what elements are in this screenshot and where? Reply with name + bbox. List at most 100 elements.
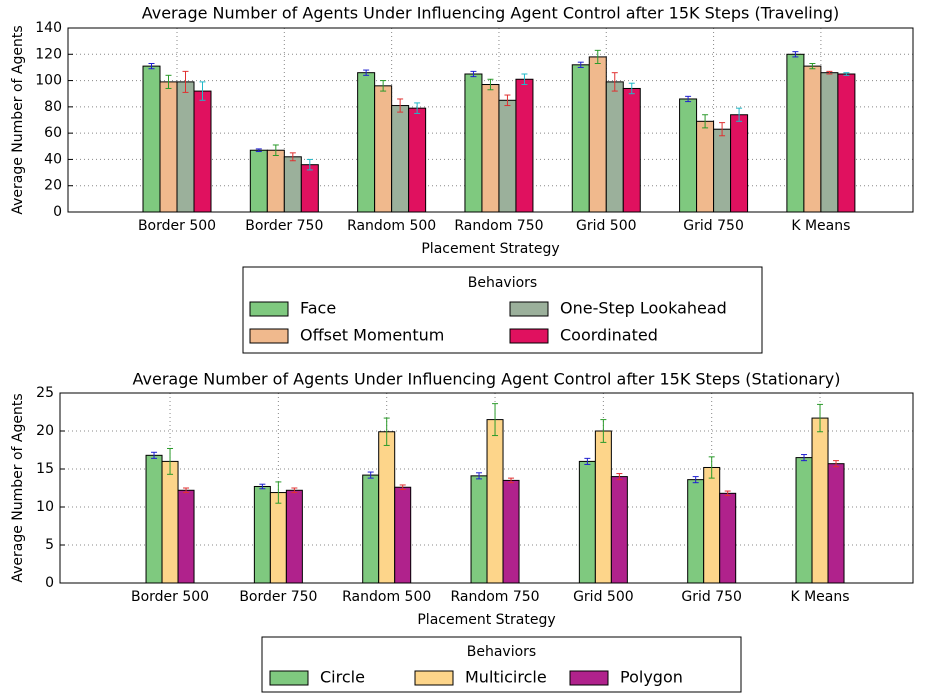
bar xyxy=(378,431,396,584)
plot-frame xyxy=(59,392,914,584)
error-bar xyxy=(611,72,618,92)
bar xyxy=(605,81,624,213)
error-bar xyxy=(521,73,528,86)
bar xyxy=(193,90,212,213)
x-tick-label: K Means xyxy=(790,589,849,605)
x-tick-label: Border 750 xyxy=(239,589,317,605)
legend-label: Offset Momentum xyxy=(300,326,444,345)
bar xyxy=(571,64,590,213)
error-bar xyxy=(165,74,172,89)
error-bar xyxy=(594,49,601,64)
bar xyxy=(266,149,285,213)
error-bar xyxy=(724,490,731,497)
x-tick-label: Border 750 xyxy=(245,218,323,234)
error-bar xyxy=(476,472,483,480)
y-tick-label: 40 xyxy=(44,151,62,167)
error-bar xyxy=(702,114,709,129)
bar xyxy=(285,489,303,584)
error-bar xyxy=(708,456,715,479)
legend-label: One-Step Lookahead xyxy=(560,299,727,318)
x-tick-label: Grid 750 xyxy=(683,218,744,234)
legend-swatch xyxy=(509,301,549,317)
error-bar xyxy=(182,70,189,93)
bar xyxy=(719,492,737,584)
error-bar xyxy=(259,483,266,490)
y-axis-label: Average Number of Agents xyxy=(10,25,26,214)
bar xyxy=(177,489,195,584)
y-tick-label: 80 xyxy=(44,99,62,115)
error-bar xyxy=(470,70,477,78)
y-tick-label: 0 xyxy=(45,575,54,591)
x-tick-label: Grid 500 xyxy=(573,589,634,605)
error-bar xyxy=(833,460,840,468)
y-tick-label: 0 xyxy=(53,204,62,220)
y-tick-label: 10 xyxy=(36,499,54,515)
legend-title: Behaviors xyxy=(468,275,537,291)
bar xyxy=(610,476,628,584)
error-bar xyxy=(492,403,499,437)
y-tick-label: 120 xyxy=(35,46,62,62)
error-bar xyxy=(291,487,298,494)
x-tick-label: Random 500 xyxy=(347,218,436,234)
y-tick-label: 15 xyxy=(36,461,54,477)
legend-title: Behaviors xyxy=(467,644,536,660)
bar xyxy=(161,460,179,584)
bar xyxy=(394,486,412,584)
error-bar xyxy=(692,476,699,484)
bar xyxy=(283,156,302,213)
error-bar xyxy=(736,107,743,122)
chart-title: Average Number of Agents Under Influenci… xyxy=(142,4,840,23)
error-bar xyxy=(148,62,155,70)
legend-swatch xyxy=(414,670,454,686)
error-bar xyxy=(383,417,390,446)
legend-label: Face xyxy=(300,299,336,318)
error-bar xyxy=(577,61,584,68)
bar xyxy=(470,475,488,584)
legend-swatch xyxy=(569,670,609,686)
x-tick-label: Random 500 xyxy=(342,589,431,605)
x-tick-label: Grid 750 xyxy=(681,589,742,605)
error-bar xyxy=(504,94,511,107)
legend-label: Circle xyxy=(320,668,365,687)
error-bar xyxy=(817,403,824,433)
bar xyxy=(515,78,534,213)
error-bar xyxy=(289,152,296,162)
legend-label: Multicircle xyxy=(465,668,547,687)
legend-label: Coordinated xyxy=(560,326,658,345)
y-tick-label: 60 xyxy=(44,125,62,141)
error-bar xyxy=(399,484,406,491)
y-tick-label: 20 xyxy=(44,178,62,194)
error-bar xyxy=(367,471,374,479)
legend-swatch xyxy=(249,301,289,317)
bar xyxy=(622,87,641,213)
x-axis-label: Placement Strategy xyxy=(417,612,555,628)
x-tick-label: Random 750 xyxy=(450,589,539,605)
error-bar xyxy=(487,78,494,91)
y-tick-label: 20 xyxy=(36,423,54,439)
error-bar xyxy=(628,82,635,95)
error-bar xyxy=(792,51,799,58)
plot-frame xyxy=(67,27,914,213)
y-tick-label: 140 xyxy=(35,20,62,36)
chart-title: Average Number of Agents Under Influenci… xyxy=(133,370,841,389)
error-bar xyxy=(167,447,174,475)
error-bar xyxy=(719,122,726,137)
error-bar xyxy=(275,481,282,504)
legend-box xyxy=(242,266,763,354)
error-bar xyxy=(151,451,158,459)
bar xyxy=(730,114,749,213)
bar xyxy=(679,98,698,213)
error-bar xyxy=(584,457,591,465)
bar xyxy=(795,457,813,584)
x-tick-label: Border 500 xyxy=(138,218,216,234)
bar xyxy=(594,430,612,584)
bar xyxy=(142,65,161,213)
error-bar xyxy=(843,72,850,76)
error-bar xyxy=(183,487,190,494)
legend-label: Polygon xyxy=(620,668,683,687)
error-bar xyxy=(380,80,387,92)
error-bar xyxy=(363,69,370,76)
bar xyxy=(357,72,376,213)
